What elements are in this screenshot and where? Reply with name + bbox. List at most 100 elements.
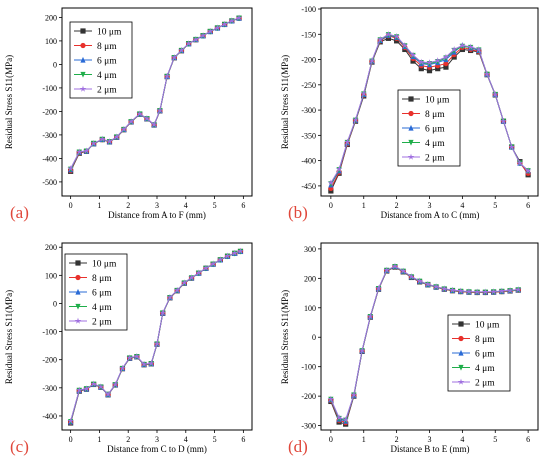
chart-panel-b: 0 1 2 3 4 5 6 -450 -400 -350 -300 -250 -200 -150 -100 D… xyxy=(280,5,539,222)
legend-marker xyxy=(407,153,415,160)
legend-label: 4 μm xyxy=(425,139,445,149)
panel-label: (a) xyxy=(10,203,29,222)
data-point xyxy=(500,117,507,124)
panel-label: (c) xyxy=(10,437,29,456)
data-point xyxy=(126,354,133,361)
data-point xyxy=(224,252,231,259)
data-point xyxy=(76,386,83,393)
y-tick-label: 200 xyxy=(45,243,57,252)
panel-label: (d) xyxy=(288,437,308,456)
y-tick-label: -200 xyxy=(42,107,57,116)
data-point xyxy=(516,159,524,166)
y-tick-label: -100 xyxy=(301,5,316,14)
legend-marker xyxy=(408,124,414,131)
x-tick-label: 4 xyxy=(184,435,188,444)
y-tick-label: 200 xyxy=(45,13,57,22)
legend-marker xyxy=(408,139,414,146)
data-point xyxy=(360,90,367,97)
data-point xyxy=(327,179,335,186)
legend: 10 μm 8 μm 6 μm 4 μm 2 μm xyxy=(447,314,511,392)
x-tick-label: 2 xyxy=(395,435,399,444)
x-axis-label: Distance B to E (mm) xyxy=(391,444,470,454)
data-point xyxy=(83,147,90,154)
legend-label: 2 μm xyxy=(92,318,112,328)
data-point xyxy=(367,312,374,320)
y-tick-label: -100 xyxy=(42,328,57,337)
data-point xyxy=(418,66,424,72)
y-tick-label: -400 xyxy=(301,157,316,166)
data-point xyxy=(67,165,74,172)
legend-label: 8 μm xyxy=(97,42,117,52)
data-point xyxy=(127,118,135,125)
data-point xyxy=(153,340,161,347)
legend-marker xyxy=(75,274,81,281)
x-tick-label: 0 xyxy=(69,201,73,210)
data-point xyxy=(498,287,506,294)
data-point xyxy=(490,288,497,295)
y-tick-label: -300 xyxy=(301,422,316,431)
data-point xyxy=(327,395,335,402)
data-point xyxy=(508,143,515,150)
legend-label: 6 μm xyxy=(92,289,112,299)
y-tick-label: -300 xyxy=(301,106,316,115)
y-tick-label: -450 xyxy=(301,182,316,191)
data-point xyxy=(156,107,164,114)
data-point xyxy=(465,288,473,295)
x-tick-label: 2 xyxy=(126,201,130,210)
x-tick-label: 1 xyxy=(97,201,101,210)
data-point xyxy=(67,417,74,424)
data-point xyxy=(106,138,113,145)
x-tick-label: 4 xyxy=(460,201,464,210)
data-point xyxy=(217,256,224,263)
y-tick-label: -100 xyxy=(42,84,57,93)
data-point xyxy=(408,273,415,280)
legend-label: 10 μm xyxy=(475,321,500,331)
data-point xyxy=(166,293,174,301)
x-axis-label: Distance from A to C (mm) xyxy=(381,210,480,220)
data-point xyxy=(136,110,143,117)
data-point xyxy=(441,285,448,292)
y-tick-label: 100 xyxy=(304,304,316,313)
data-point xyxy=(150,121,158,128)
legend-label: 4 μm xyxy=(92,303,112,313)
data-point xyxy=(515,286,522,293)
data-point xyxy=(391,262,399,270)
data-point xyxy=(393,32,400,40)
legend-marker xyxy=(80,28,86,34)
data-point xyxy=(235,14,243,21)
data-point xyxy=(418,58,425,65)
y-axis-label: Residual Stress S11(MPa) xyxy=(4,55,14,149)
x-tick-label: 0 xyxy=(329,201,333,210)
y-axis-label: Residual Stress S11(MPa) xyxy=(4,290,14,384)
legend-label: 2 μm xyxy=(475,379,495,389)
data-point xyxy=(350,391,358,398)
data-point xyxy=(432,283,440,290)
data-point xyxy=(113,133,120,140)
data-point xyxy=(352,116,359,123)
legend-label: 8 μm xyxy=(475,335,495,345)
x-tick-label: 4 xyxy=(184,201,188,210)
data-point xyxy=(231,249,238,256)
x-tick-label: 1 xyxy=(97,435,101,444)
data-point xyxy=(443,60,449,67)
y-tick-label: 300 xyxy=(304,245,316,254)
data-point xyxy=(383,266,390,273)
data-point xyxy=(449,286,456,293)
data-point xyxy=(207,27,214,35)
data-point xyxy=(385,30,392,38)
data-point xyxy=(459,42,466,49)
legend-label: 4 μm xyxy=(97,71,117,81)
y-tick-label: 0 xyxy=(53,299,57,308)
data-point xyxy=(99,135,106,142)
panel-label: (b) xyxy=(288,203,308,222)
data-point xyxy=(473,288,481,295)
x-tick-label: 2 xyxy=(126,435,130,444)
y-tick-label: -350 xyxy=(301,131,316,140)
chart-panel-c: 0 1 2 3 4 5 6 -400 -300 -200 -100 0 100 200 Distance f… xyxy=(4,242,253,456)
x-axis-label: Distance from C to D (mm) xyxy=(107,444,207,454)
y-tick-label: -400 xyxy=(42,154,57,163)
data-point xyxy=(467,43,474,50)
legend: 10 μm 8 μm 6 μm 4 μm 2 μm xyxy=(397,89,461,167)
x-tick-label: 6 xyxy=(526,435,530,444)
y-tick-label: -150 xyxy=(301,30,316,39)
